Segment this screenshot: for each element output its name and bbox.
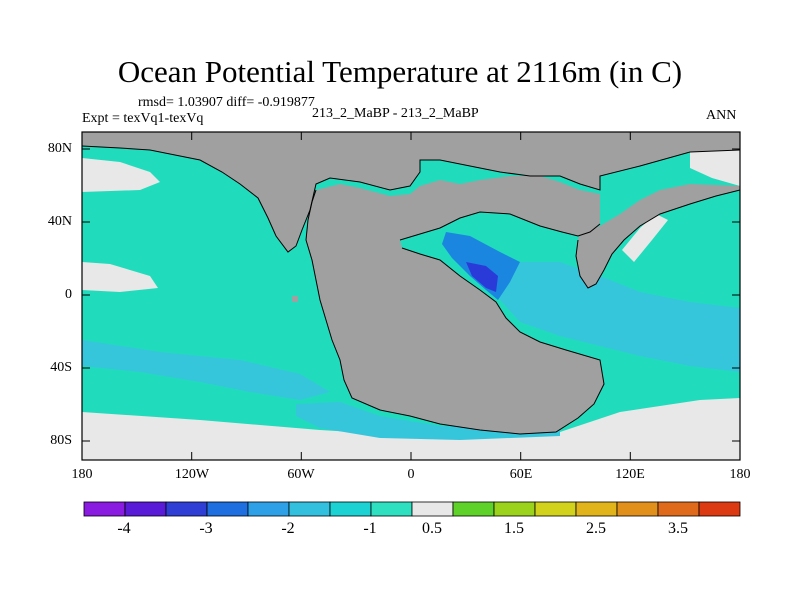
lat-label-80s: 80S (50, 433, 72, 448)
kuroshio-near-zero-patch (622, 214, 668, 262)
land-asia-east (576, 184, 740, 288)
colorbar-label: 1.5 (504, 520, 524, 537)
colorbar-swatch (288, 501, 331, 517)
season-label: ANN (706, 108, 737, 123)
land-small-island-3 (292, 296, 298, 302)
colorbar-swatch (698, 501, 741, 517)
colorbar-swatch (247, 501, 290, 517)
plot-title: Ocean Potential Temperature at 2116m (in… (117, 54, 683, 89)
colorbar-label: 0.5 (422, 520, 442, 537)
lon-label-180-left: 180 (71, 467, 93, 482)
x-ticks (191, 132, 631, 460)
coastline-continent (305, 189, 605, 435)
colorbar-swatch (83, 501, 126, 517)
colorbar-label: 3.5 (668, 520, 688, 537)
stats-text: rmsd= 1.03907 diff= -0.919877 (138, 95, 315, 110)
lon-label-180-right: 180 (729, 467, 751, 482)
lon-label-60e: 60E (509, 467, 533, 482)
colorbar-swatch (657, 501, 700, 517)
arctic-near-zero-patch-east (690, 150, 740, 186)
arctic-near-zero-patch (82, 158, 160, 192)
colorbar-swatch (493, 501, 536, 517)
colorbar (83, 501, 741, 517)
colorbar-swatch (165, 501, 208, 517)
colorbar-swatch (575, 501, 618, 517)
colorbar-swatch (124, 501, 167, 517)
colorbar-label: 2.5 (586, 520, 606, 537)
colorbar-swatch (534, 501, 577, 517)
lat-label-40s: 40S (50, 360, 72, 375)
southern-near-zero-band (82, 398, 740, 460)
y-ticks (82, 148, 740, 442)
colorbar-swatch (411, 501, 454, 517)
lat-label-40n: 40N (47, 214, 72, 229)
colorbar-label: -4 (117, 520, 131, 537)
case-label: 213_2_MaBP - 213_2_MaBP (312, 106, 479, 121)
colorbar-label: -3 (199, 520, 213, 537)
colorbar-swatch (329, 501, 372, 517)
lon-label-0: 0 (407, 467, 415, 482)
expt-label: Expt = texVq1-texVq (82, 111, 204, 126)
land-small-island-4 (560, 224, 576, 232)
land-north-america (82, 132, 740, 252)
coastline-north (81, 145, 741, 253)
lon-label-120e: 120E (615, 467, 645, 482)
colorbar-swatch (616, 501, 659, 517)
pacific-near-zero-patch (82, 262, 158, 292)
colorbar-label: -1 (363, 520, 377, 537)
lon-label-60w: 60W (287, 467, 315, 482)
land-small-island-2 (268, 180, 280, 192)
colorbar-label: -2 (281, 520, 295, 537)
land-small-island-1 (240, 176, 250, 184)
colorbar-swatch (206, 501, 249, 517)
lat-label-80n: 80N (47, 141, 72, 156)
cool-band-indian-ocean (492, 262, 740, 372)
cool-band-south-pacific (82, 340, 330, 400)
land-supercontinent (306, 176, 604, 434)
lon-label-120w: 120W (174, 467, 210, 482)
coldest-patch-indian (466, 262, 498, 292)
lat-label-0: 0 (65, 287, 72, 302)
colorbar-swatch (452, 501, 495, 517)
colorbar-swatch (370, 501, 413, 517)
coastline-asia (575, 189, 741, 289)
